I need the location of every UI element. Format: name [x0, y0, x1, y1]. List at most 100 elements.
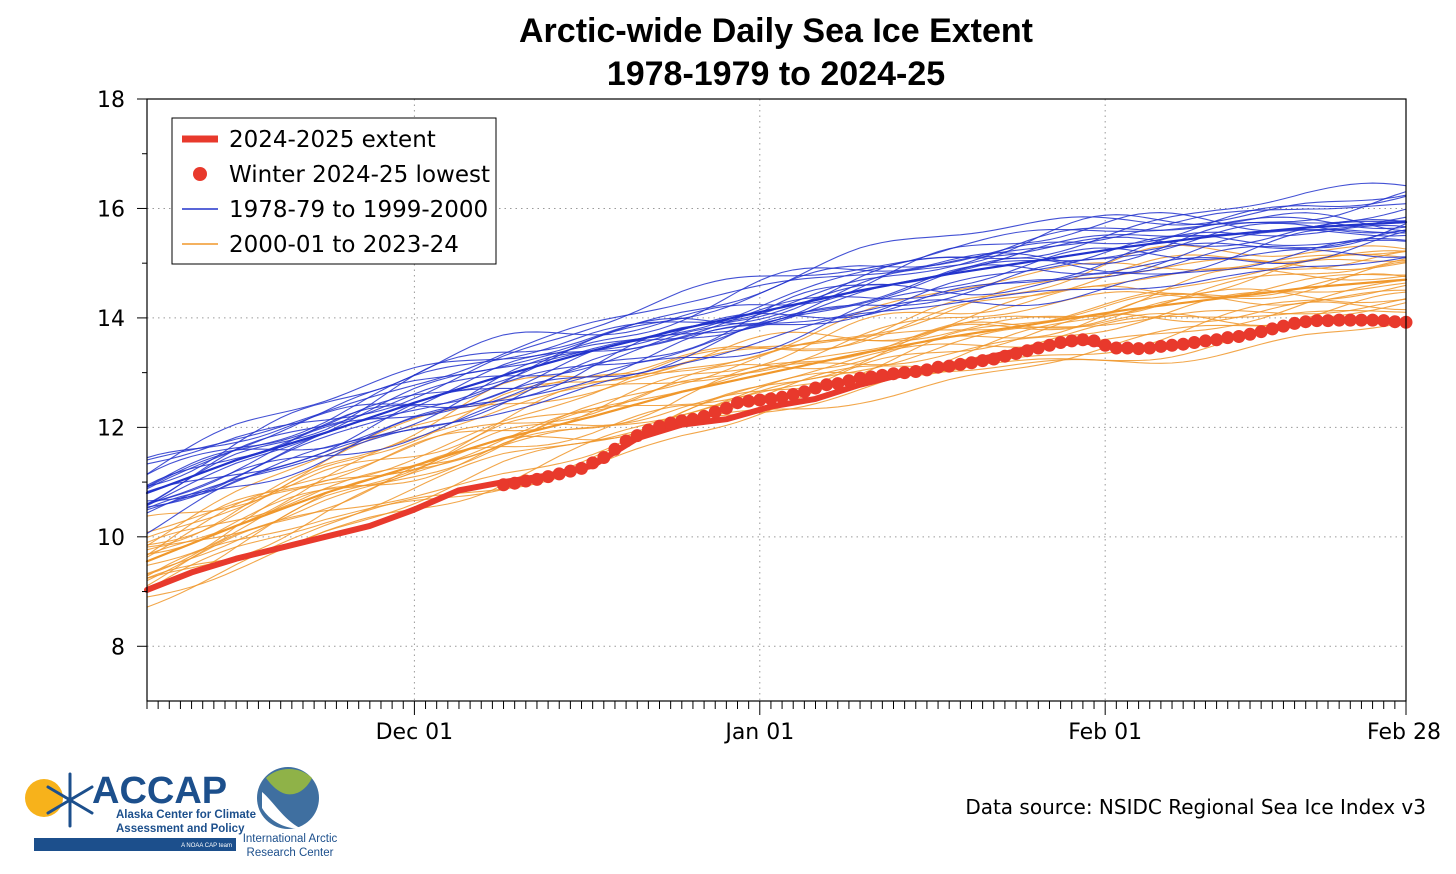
lowest-point — [1199, 334, 1212, 348]
spaghetti-line — [146, 250, 1407, 517]
spaghetti-line — [146, 318, 1407, 598]
lowest-point — [1121, 341, 1134, 355]
spaghetti-lines — [146, 182, 1407, 608]
y-tick-label: 16 — [97, 197, 125, 222]
legend: 2024-2025 extent Winter 2024-25 lowest 1… — [171, 117, 497, 265]
lowest-point — [1054, 336, 1068, 349]
y-tick-label: 8 — [111, 635, 125, 660]
lowest-point — [1098, 338, 1112, 352]
lowest-point — [1065, 334, 1079, 348]
lowest-point — [1221, 331, 1235, 345]
lowest-point — [541, 470, 555, 484]
lowest-point — [519, 474, 533, 488]
spaghetti-line — [146, 247, 1407, 534]
lowest-point — [831, 377, 845, 391]
spaghetti-line — [146, 203, 1407, 461]
y-tick-label: 18 — [97, 88, 125, 113]
lowest-point — [786, 388, 800, 401]
lowest-point — [497, 478, 510, 492]
spaghetti-line — [146, 250, 1407, 546]
snowflake-icon — [46, 772, 94, 828]
spaghetti-line — [146, 256, 1407, 514]
plot-frame — [146, 98, 1407, 702]
lowest-point — [976, 354, 990, 368]
x-tick-label: Feb 01 — [1068, 720, 1142, 745]
lowest-point — [1143, 341, 1157, 355]
legend-label-extent: 2024-2025 extent — [229, 127, 436, 153]
chart-title-line1: Arctic-wide Daily Sea Ice Extent — [519, 12, 1033, 50]
lowest-point — [1265, 322, 1279, 336]
lowest-point — [931, 360, 945, 374]
lowest-point — [1187, 336, 1201, 349]
chart-title-line2: 1978-1979 to 2024-25 — [607, 55, 945, 93]
series-line — [145, 221, 1408, 495]
lowest-point — [898, 366, 912, 380]
lowest-point — [797, 385, 811, 399]
lowest-point — [998, 349, 1012, 363]
bird-icon — [262, 792, 300, 829]
lowest-point — [1243, 327, 1257, 341]
spaghetti-line — [146, 321, 1407, 591]
lowest-point — [653, 419, 666, 433]
lowest-point — [753, 393, 767, 407]
lowest-point — [552, 467, 566, 481]
globe-land-icon — [266, 769, 312, 795]
spaghetti-line — [146, 191, 1407, 459]
lowest-point — [1165, 338, 1179, 352]
lowest-point — [608, 442, 622, 456]
legend-label-recent: 2000-01 to 2023-24 — [229, 232, 459, 258]
lowest-point — [1132, 342, 1146, 356]
lowest-point — [809, 381, 822, 395]
spaghetti-line — [146, 261, 1407, 566]
lowest-point — [530, 472, 544, 486]
accap-logo-line1: Alaska Center for Climate — [116, 809, 256, 821]
lowest-point — [708, 405, 722, 419]
lowest-point — [664, 416, 678, 430]
spaghetti-line — [146, 208, 1407, 490]
legend-box — [171, 117, 497, 265]
spaghetti-line — [146, 302, 1407, 577]
lowest-point — [953, 357, 967, 371]
lowest-point — [1232, 330, 1246, 343]
lowest-point — [731, 396, 744, 410]
lowest-point — [1310, 314, 1324, 328]
spaghetti-line — [146, 310, 1407, 608]
lowest-point — [909, 365, 923, 378]
spaghetti-line — [146, 234, 1407, 508]
lowest-point — [1020, 344, 1034, 358]
spaghetti-line — [146, 220, 1407, 506]
series-line — [145, 278, 1408, 563]
x-tick-label: Jan 01 — [723, 720, 794, 745]
legend-label-lowest: Winter 2024-25 lowest — [229, 162, 490, 188]
iarc-logo-line2: Research Center — [247, 847, 334, 859]
lowest-point — [1109, 341, 1123, 355]
lowest-point — [575, 461, 588, 475]
lowest-point — [719, 401, 733, 415]
y-tick-label: 10 — [97, 526, 125, 551]
lowest-point — [987, 352, 1001, 366]
y-tick-label: 14 — [97, 307, 125, 332]
lowest-point — [864, 370, 878, 384]
accap-logo: ACCAP Alaska Center for Climate Assessme… — [25, 770, 256, 851]
spaghetti-line — [146, 224, 1407, 502]
lowest-point — [697, 409, 711, 423]
lowest-point — [597, 451, 611, 464]
lowest-point — [630, 429, 644, 443]
spaghetti-line — [146, 279, 1407, 582]
lowest-point — [1009, 347, 1023, 360]
lowest-point — [942, 359, 956, 373]
iarc-logo-line1: International Arctic — [243, 833, 338, 845]
lowest-point — [1043, 338, 1056, 352]
lowest-point — [742, 394, 756, 408]
lowest-point — [686, 412, 700, 426]
legend-label-early: 1978-79 to 1999-2000 — [229, 197, 488, 223]
legend-swatch-lowest — [193, 167, 207, 181]
x-tick-label: Dec 01 — [376, 720, 454, 745]
y-tick-label: 12 — [97, 416, 125, 441]
lowest-point — [1332, 313, 1346, 327]
accap-logo-line2: Assessment and Policy — [116, 823, 245, 835]
sun-icon — [25, 779, 63, 817]
spaghetti-line — [146, 267, 1407, 555]
lowest-point — [1031, 341, 1045, 355]
lowest-point — [1288, 316, 1302, 330]
